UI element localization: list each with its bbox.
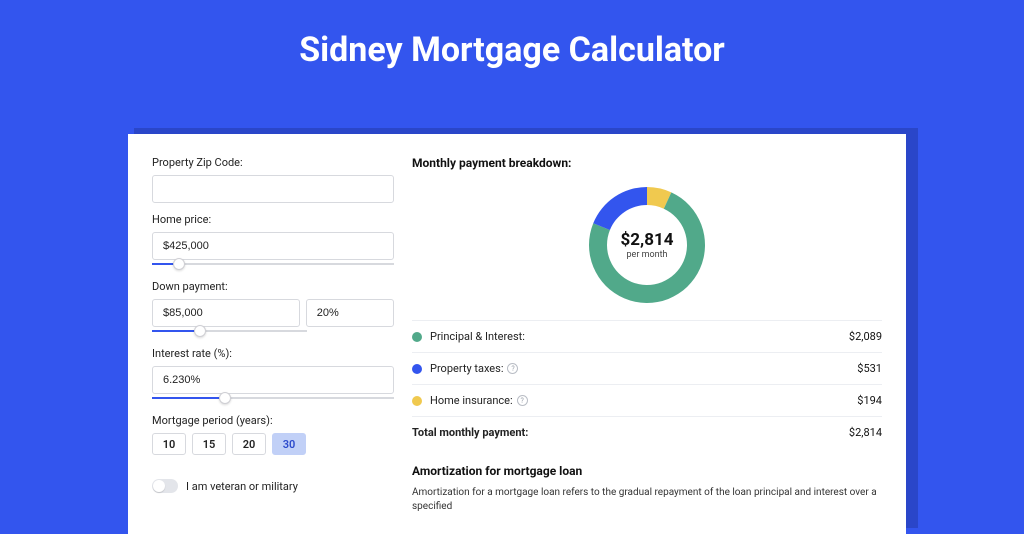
page-root: Sidney Mortgage Calculator Property Zip … [0,0,1024,512]
breakdown-title: Monthly payment breakdown: [412,156,882,170]
line-label: Home insurance: ? [430,394,857,407]
line-value: $531 [857,362,882,375]
interest-rate-label: Interest rate (%): [152,347,394,360]
interest-rate-slider-fill [152,397,225,399]
calculator-card: Property Zip Code: Home price: Down paym… [128,134,906,534]
donut-segment [593,187,647,230]
down-payment-amount-input[interactable] [152,299,300,327]
line-label: Property taxes: ? [430,362,857,375]
total-label: Total monthly payment: [412,426,849,439]
period-btn-20[interactable]: 20 [232,433,266,455]
line-total: Total monthly payment: $2,814 [412,416,882,448]
veteran-toggle[interactable] [152,479,178,493]
breakdown-panel: Monthly payment breakdown: $2,814 per mo… [412,156,882,512]
zip-label: Property Zip Code: [152,156,394,169]
payment-donut-chart: $2,814 per month [584,182,710,308]
donut-sub: per month [621,250,674,260]
period-btn-10[interactable]: 10 [152,433,186,455]
line-label: Principal & Interest: [430,330,849,343]
veteran-toggle-label: I am veteran or military [186,480,298,493]
help-icon[interactable]: ? [517,395,528,406]
amortization-text: Amortization for a mortgage loan refers … [412,486,882,514]
interest-rate-slider-thumb[interactable] [219,392,231,404]
home-price-slider[interactable] [152,258,394,270]
donut-wrap: $2,814 per month [412,176,882,320]
home-price-label: Home price: [152,213,394,226]
form-panel: Property Zip Code: Home price: Down paym… [152,156,394,512]
mortgage-period-label: Mortgage period (years): [152,414,394,427]
page-title: Sidney Mortgage Calculator [0,0,1024,88]
dot-insurance-icon [412,396,422,406]
down-payment-slider-fill [152,330,200,332]
line-principal-interest: Principal & Interest: $2,089 [412,320,882,352]
period-btn-30[interactable]: 30 [272,433,306,455]
line-home-insurance: Home insurance: ? $194 [412,384,882,416]
home-price-slider-thumb[interactable] [173,258,185,270]
total-value: $2,814 [849,426,882,439]
mortgage-period-group: 10 15 20 30 [152,433,394,455]
down-payment-percent-input[interactable] [306,299,394,327]
donut-amount: $2,814 [621,230,674,250]
donut-center: $2,814 per month [621,230,674,260]
down-payment-slider-thumb[interactable] [194,325,206,337]
line-value: $2,089 [849,330,882,343]
down-payment-slider[interactable] [152,325,307,337]
interest-rate-slider[interactable] [152,392,394,404]
zip-input[interactable] [152,175,394,203]
dot-principal-icon [412,332,422,342]
interest-rate-input[interactable] [152,366,394,394]
home-price-input[interactable] [152,232,394,260]
line-value: $194 [857,394,882,407]
dot-taxes-icon [412,364,422,374]
down-payment-label: Down payment: [152,280,394,293]
period-btn-15[interactable]: 15 [192,433,226,455]
help-icon[interactable]: ? [507,363,518,374]
amortization-title: Amortization for mortgage loan [412,464,882,478]
veteran-toggle-knob [153,480,165,492]
line-property-taxes: Property taxes: ? $531 [412,352,882,384]
